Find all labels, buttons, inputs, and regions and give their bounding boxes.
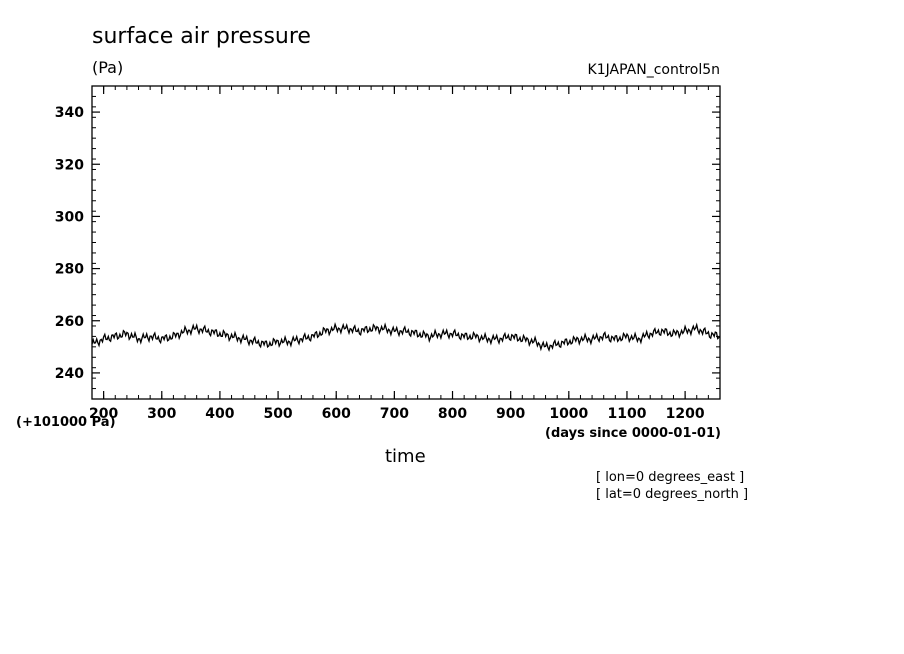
series-group [91, 321, 721, 352]
x-axis-label: time [385, 446, 426, 467]
dataset-label: K1JAPAN_control5n [587, 62, 720, 78]
y-tick-label: 340 [55, 105, 84, 121]
x-tick-label: 200 [89, 406, 118, 422]
y-offset-label: (+101000 Pa) [16, 415, 116, 430]
x-tick-label: 400 [205, 406, 234, 422]
x-tick-label: 500 [263, 406, 292, 422]
y-tick-label: 320 [55, 157, 84, 173]
y-tick-label: 240 [55, 366, 84, 382]
x-tick-label: 600 [322, 406, 351, 422]
x-units-label: (days since 0000-01-01) [545, 426, 721, 441]
y-tick-label: 260 [55, 314, 84, 330]
y-units-label: (Pa) [92, 58, 124, 77]
plot-frame [91, 85, 721, 400]
x-tick-label: 1200 [666, 406, 705, 422]
chart-title: surface air pressure [92, 24, 311, 49]
lon-note: [ lon=0 degrees_east ] [596, 470, 745, 485]
x-tick-label: 800 [438, 406, 467, 422]
x-tick-label: 1000 [549, 406, 588, 422]
x-tick-label: 900 [496, 406, 525, 422]
axis-ticks [91, 85, 721, 400]
tick-labels: 200 300 400 500 600 700 800 900 1000 1100 1200 240 2… [55, 105, 705, 422]
y-tick-label: 280 [55, 262, 84, 278]
axes-frame [91, 85, 721, 400]
x-tick-label: 700 [380, 406, 409, 422]
series-line [91, 321, 721, 352]
x-tick-label: 1100 [607, 406, 646, 422]
y-tick-label: 300 [55, 209, 84, 225]
x-tick-label: 300 [147, 406, 176, 422]
lat-note: [ lat=0 degrees_north ] [596, 487, 749, 502]
